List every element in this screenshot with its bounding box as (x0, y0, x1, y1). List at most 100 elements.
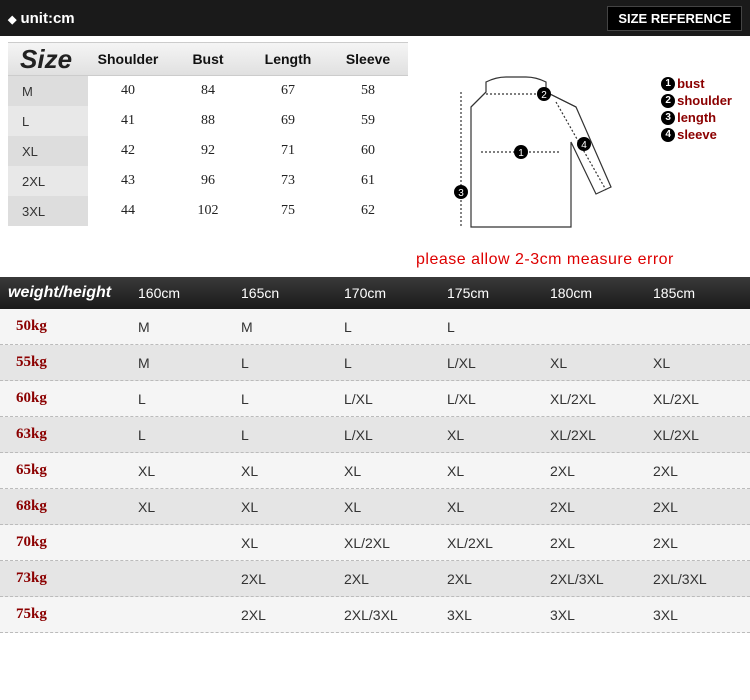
weight-label: 75kg (0, 606, 130, 623)
wh-cell: 2XL (336, 571, 439, 587)
wh-cell: 2XL/3XL (542, 571, 645, 587)
length-val: 71 (248, 143, 328, 159)
wh-cell: XL (439, 463, 542, 479)
shoulder-val: 42 (88, 143, 168, 159)
length-val: 69 (248, 113, 328, 129)
diagram-side: 1bust2shoulder3length4sleeve 1 2 3 4 ple… (416, 42, 742, 277)
weight-label: 70kg (0, 534, 130, 551)
size-label: 3XL (8, 196, 88, 226)
wh-cell: 2XL (439, 571, 542, 587)
size-table-header: Size Shoulder Bust Length Sleeve (8, 42, 408, 76)
wh-cell: XL (233, 463, 336, 479)
wh-cell: M (233, 319, 336, 335)
wh-cell: XL/2XL (336, 535, 439, 551)
wh-cell: 2XL (233, 607, 336, 623)
svg-text:3: 3 (458, 188, 464, 199)
shoulder-val: 40 (88, 83, 168, 99)
legend-label: shoulder (677, 93, 732, 110)
wh-cell: M (130, 355, 233, 371)
length-val: 67 (248, 83, 328, 99)
shirt-diagram: 1 2 3 4 (426, 72, 626, 242)
wh-cell: 3XL (542, 607, 645, 623)
wh-cell: XL (130, 499, 233, 515)
wh-cell: 2XL (645, 535, 748, 551)
legend-label: bust (677, 76, 704, 93)
wh-title: weight/height (0, 284, 130, 302)
weight-label: 65kg (0, 462, 130, 479)
wh-cell: XL (336, 499, 439, 515)
wh-cell: XL (439, 499, 542, 515)
wh-cell: L (336, 355, 439, 371)
bust-val: 96 (168, 173, 248, 189)
wh-cell: 2XL/3XL (336, 607, 439, 623)
wh-cell: 2XL (233, 571, 336, 587)
wh-cell: XL/2XL (542, 391, 645, 407)
weight-height-rows: 50kgMMLL55kgMLLL/XLXLXL60kgLLL/XLL/XLXL/… (0, 309, 750, 633)
legend-num: 3 (661, 111, 675, 125)
size-label: M (8, 76, 88, 106)
wh-row: 55kgMLLL/XLXLXL (0, 345, 750, 381)
weight-label: 68kg (0, 498, 130, 515)
length-val: 75 (248, 203, 328, 219)
size-row: XL 42 92 71 60 (8, 136, 408, 166)
wh-row: 65kgXLXLXLXL2XL2XL (0, 453, 750, 489)
height-col-3: 175cm (439, 285, 542, 301)
wh-cell: XL/2XL (645, 427, 748, 443)
shoulder-val: 44 (88, 203, 168, 219)
wh-cell: XL (439, 427, 542, 443)
wh-row: 63kgLLL/XLXLXL/2XLXL/2XL (0, 417, 750, 453)
wh-row: 50kgMMLL (0, 309, 750, 345)
wh-cell: XL (336, 463, 439, 479)
legend-item: 3length (661, 110, 732, 127)
wh-cell: L (233, 391, 336, 407)
wh-cell: 2XL (542, 499, 645, 515)
measure-error-note: please allow 2-3cm measure error (416, 247, 742, 277)
wh-cell: L/XL (439, 391, 542, 407)
wh-cell: 2XL (645, 499, 748, 515)
wh-cell: L (233, 427, 336, 443)
svg-text:2: 2 (541, 90, 547, 101)
size-row: 2XL 43 96 73 61 (8, 166, 408, 196)
weight-label: 73kg (0, 570, 130, 587)
size-row: M 40 84 67 58 (8, 76, 408, 106)
wh-cell: XL/2XL (542, 427, 645, 443)
weight-label: 55kg (0, 354, 130, 371)
weight-height-header: weight/height 160cm 165cn 170cm 175cm 18… (0, 277, 750, 309)
bust-val: 92 (168, 143, 248, 159)
size-row: 3XL 44 102 75 62 (8, 196, 408, 226)
wh-cell: L/XL (336, 427, 439, 443)
height-col-1: 165cn (233, 285, 336, 301)
shoulder-val: 43 (88, 173, 168, 189)
wh-row: 70kgXLXL/2XLXL/2XL2XL2XL (0, 525, 750, 561)
weight-label: 50kg (0, 318, 130, 335)
size-reference-badge: SIZE REFERENCE (607, 6, 742, 31)
legend-item: 2shoulder (661, 93, 732, 110)
wh-cell: M (130, 319, 233, 335)
wh-row: 60kgLLL/XLL/XLXL/2XLXL/2XL (0, 381, 750, 417)
wh-cell: XL (645, 355, 748, 371)
wh-cell: XL (233, 535, 336, 551)
height-col-2: 170cm (336, 285, 439, 301)
weight-label: 60kg (0, 390, 130, 407)
legend-num: 4 (661, 128, 675, 142)
wh-cell: XL/2XL (439, 535, 542, 551)
wh-cell: 3XL (439, 607, 542, 623)
measurement-legend: 1bust2shoulder3length4sleeve (661, 76, 732, 144)
col-sleeve: Sleeve (328, 51, 408, 67)
wh-cell: 2XL (542, 535, 645, 551)
size-label: L (8, 106, 88, 136)
wh-cell: L (233, 355, 336, 371)
upper-section: Size Shoulder Bust Length Sleeve M 40 84… (0, 36, 750, 277)
col-shoulder: Shoulder (88, 51, 168, 67)
legend-label: sleeve (677, 127, 717, 144)
sleeve-val: 58 (328, 83, 408, 99)
size-title: Size (8, 44, 88, 75)
svg-text:4: 4 (581, 140, 587, 151)
wh-cell: 2XL/3XL (645, 571, 748, 587)
wh-cell: L (336, 319, 439, 335)
sleeve-val: 61 (328, 173, 408, 189)
wh-row: 68kgXLXLXLXL2XL2XL (0, 489, 750, 525)
sleeve-val: 62 (328, 203, 408, 219)
legend-label: length (677, 110, 716, 127)
legend-item: 4sleeve (661, 127, 732, 144)
